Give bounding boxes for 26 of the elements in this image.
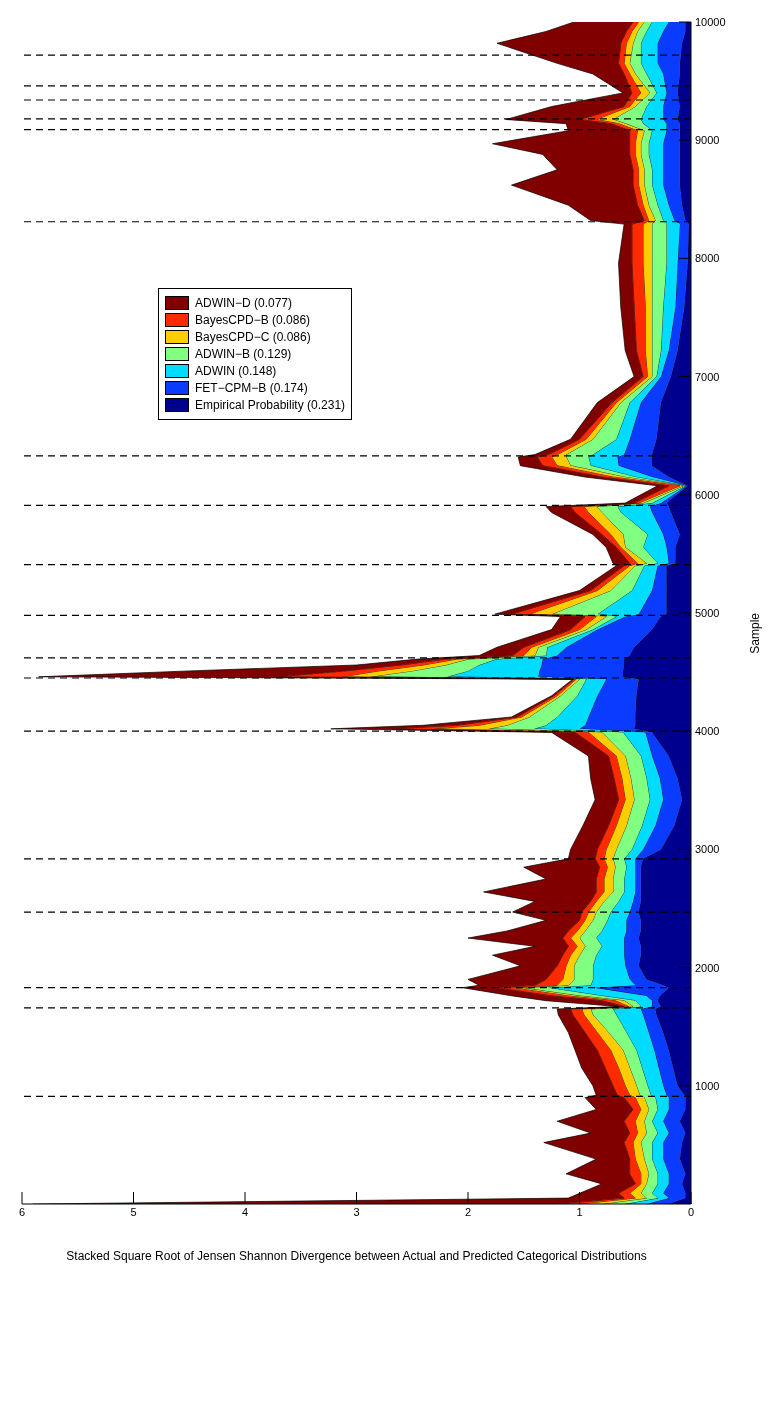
- x-tick-label: 3: [353, 1205, 360, 1218]
- legend-label: BayesCPD−B (0.086): [195, 313, 311, 327]
- y-tick-label: 6000: [695, 488, 720, 501]
- x-axis-title: Stacked Square Root of Jensen Shannon Divergence between Actual and Predicted Categorical Distributions: [66, 1249, 647, 1263]
- legend-label: Empirical Probability (0.231): [195, 398, 346, 412]
- x-tick-label: 6: [18, 1205, 26, 1218]
- legend-label: ADWIN−D (0.077): [195, 296, 293, 310]
- legend-label: BayesCPD−C (0.086): [195, 330, 311, 344]
- y-tick-label: 5000: [695, 606, 720, 619]
- legend-label: ADWIN−B (0.129): [195, 347, 292, 361]
- y-tick-label: 7000: [695, 370, 720, 383]
- y-tick-label: 8000: [695, 252, 720, 265]
- x-tick-label: 5: [130, 1205, 137, 1218]
- y-tick-label: 9000: [695, 134, 720, 147]
- y-tick-label: 2000: [695, 961, 720, 974]
- x-tick-label: 2: [464, 1205, 472, 1218]
- y-tick-label: 3000: [695, 843, 720, 856]
- y-tick-label: 4000: [695, 725, 720, 738]
- x-tick-label: 1: [576, 1205, 583, 1218]
- x-tick-label: 4: [241, 1205, 249, 1218]
- y-axis-title: Sample: [748, 612, 763, 654]
- y-tick-label: 10000: [695, 15, 726, 28]
- y-tick-label: 1000: [695, 1079, 720, 1092]
- legend-label: FET−CPM−B (0.174): [195, 381, 308, 395]
- x-tick-label: 0: [687, 1205, 695, 1218]
- legend-label: ADWIN (0.148): [195, 364, 277, 378]
